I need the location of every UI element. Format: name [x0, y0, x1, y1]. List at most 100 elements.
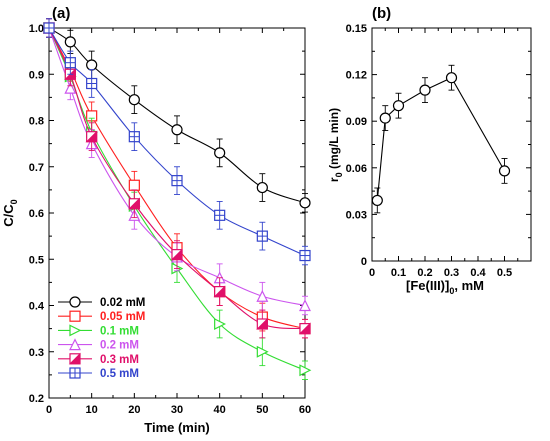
panel-a-y-axis-title-main: C/C	[1, 204, 16, 227]
panel-a-data-point-fill	[128, 197, 140, 210]
panel-a-legend-label: 0.5 mM	[100, 368, 139, 380]
panel-a-legend-marker	[69, 310, 81, 322]
panel-a-x-tick-label: 40	[214, 404, 226, 416]
panel-a-series-6	[43, 18, 311, 266]
panel-a-legend-entry: 0.1 mM	[58, 324, 139, 337]
panel-a-legend-label: 0.2 mM	[100, 340, 139, 352]
panel-a-x-tick-label: 50	[256, 404, 268, 416]
panel-a-legend-entry: 0.5 mM	[58, 367, 139, 380]
panel-b-y-axis: 0 0.03 0.06 0.09 0.12 0.15	[346, 23, 531, 268]
panel-a-legend-marker	[69, 296, 81, 308]
panel-b-x-tick-label: 0	[369, 267, 375, 279]
panel-a-data-point	[256, 345, 269, 358]
panel-a-x-tick-label: 30	[171, 404, 183, 416]
panel-a-data-point	[171, 175, 183, 187]
panel-a-data-point	[86, 59, 98, 71]
panel-a-legend-entry: 0.02 mM	[58, 296, 145, 309]
panel-b-data-point	[445, 72, 458, 84]
panel-a-data-point	[214, 147, 226, 159]
panel-b-x-tick-label: 0.2	[417, 267, 432, 279]
panel-b-x-tick-label: 0.1	[391, 267, 406, 279]
panel-a-legend-marker	[68, 352, 81, 365]
panel-b-x-axis-title-sub: 0	[449, 286, 454, 296]
panel-a-data-point	[299, 197, 311, 209]
panel-a-data-point	[86, 77, 98, 90]
panel-a-y-axis-title-sub: 0	[9, 199, 19, 204]
panel-b-x-tick-label: 0.3	[444, 267, 459, 279]
panel-b-plot-area	[371, 64, 511, 214]
panel-a-data-point-fill	[256, 317, 268, 330]
panel-a-legend-entry: 0.2 mM	[58, 338, 139, 352]
panel-b-y-axis-title-suffix: (mg/L min)	[327, 108, 341, 172]
panel-a-series-3	[43, 18, 312, 380]
panel-a-x-tick-label: 10	[86, 404, 98, 416]
panel-b-series-line	[376, 76, 505, 201]
panel-b-y-tick-label: 0.12	[346, 70, 367, 82]
panel-a-data-point	[85, 130, 98, 143]
panel-b-data-point	[371, 194, 383, 207]
panel-b-y-axis-title-main: r	[327, 177, 341, 182]
panel-a-y-tick-label: 0.6	[29, 208, 44, 220]
panel-a-x-tick-label: 20	[128, 404, 140, 416]
panel-a-y-tick-label: 0.2	[29, 393, 44, 405]
panel-a-data-point	[43, 22, 55, 34]
panel-a-data-point	[256, 181, 268, 194]
panel-a-legend-label: 0.05 mM	[100, 311, 145, 323]
panel-b-data-point	[419, 84, 431, 96]
panel-a-legend-label: 0.3 mM	[100, 354, 139, 366]
panel-a-data-point-fill	[213, 285, 226, 298]
panel-a-legend-marker	[69, 367, 81, 379]
panel-a-series-line	[48, 27, 306, 307]
panel-a-data-point-fill	[85, 130, 98, 143]
panel-b-data-point	[392, 100, 405, 112]
panel-b-x-tick-label: 0.5	[497, 267, 512, 279]
panel-a-data-point	[298, 322, 311, 335]
panel-a-data-point	[214, 209, 226, 221]
panel-a-legend-marker-fill	[68, 352, 81, 365]
panel-b-x-axis: 0 0.1 0.2 0.3 0.4 0.5	[369, 28, 519, 279]
panel-a-data-point	[128, 179, 140, 191]
panel-a-y-tick-label: 0.3	[29, 347, 44, 359]
panel-a-data-point	[256, 317, 268, 330]
panel-a-series-line	[48, 27, 306, 330]
panel-a-data-point	[128, 197, 140, 210]
panel-b: (b) 00.030.060.090.120.15 0 0.1 0.2 0.3 0.4 0…	[327, 5, 532, 296]
panel-a-data-point	[171, 124, 183, 136]
panel-b-y-axis-title: r0 (mg/L min)	[327, 108, 344, 182]
panel-b-y-tick-label: 0.03	[346, 209, 367, 221]
panel-a-y-tick-label: 0.5	[29, 254, 44, 266]
panel-a-x-axis: 0 10 20 30 40 50 60	[46, 28, 311, 416]
panel-a-y-tick-label: 0.8	[29, 116, 44, 128]
panel-a-y-tick-label: 0.4	[29, 301, 45, 313]
panel-a-data-point	[64, 81, 77, 94]
panel-a-data-point	[128, 94, 140, 106]
panel-a-data-point	[170, 248, 183, 261]
panel-b-x-axis-title: [Fe(III)]0, mM	[406, 278, 484, 296]
panel-a-data-point	[299, 364, 312, 377]
panel-a-data-point-fill	[298, 322, 311, 335]
panel-a-data-point	[256, 230, 268, 242]
panel-a-plot-area	[42, 18, 312, 380]
panel-a-legend-entry: 0.3 mM	[58, 352, 139, 366]
panel-a-data-point	[64, 36, 76, 48]
panel-a-x-axis-title: Time (min)	[144, 420, 210, 435]
panel-a-data-point	[299, 299, 311, 312]
panel-b-x-axis-title-main: [Fe(III)]	[406, 278, 449, 293]
panel-a-x-tick-label: 0	[46, 404, 52, 416]
panel-a-y-tick-label: 0.9	[29, 69, 44, 81]
panel-a-y-tick-label: 1.0	[29, 23, 44, 35]
panel-b-y-tick-label: 0.15	[346, 23, 367, 35]
panel-a-data-point	[256, 289, 269, 302]
panel-a-data-point	[214, 318, 227, 330]
panel-b-y-axis-title-sub: 0	[334, 172, 344, 177]
panel-b-y-tick-label: 0	[361, 256, 367, 268]
panel-a-legend-marker	[69, 338, 81, 351]
panel-b-frame	[371, 27, 532, 262]
panel-a-data-point	[128, 131, 140, 143]
panel-a-y-tick-label: 0.7	[29, 162, 44, 174]
panel-b-data-point	[498, 165, 511, 177]
panel-b-data-point	[379, 112, 391, 124]
panel-b-y-tick-label: 0.09	[346, 116, 367, 128]
panel-a-legend: 0.02 mM 0.05 mM 0.1 mM 0.2 mM 0.3 mM 0.5 mM	[58, 296, 145, 380]
